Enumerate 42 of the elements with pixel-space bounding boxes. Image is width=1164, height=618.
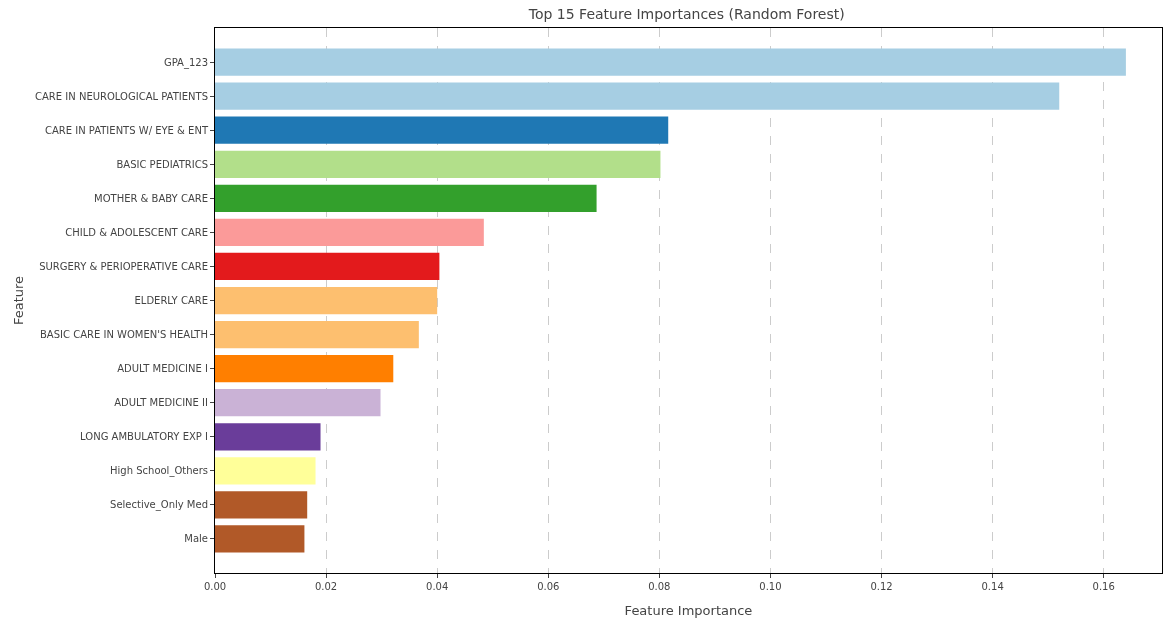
bar	[215, 355, 394, 383]
x-tick-label: 0.10	[759, 581, 782, 592]
y-tick-label: High School_Others	[110, 465, 208, 478]
y-tick-label: Male	[184, 533, 208, 545]
y-tick-label: BASIC CARE IN WOMEN'S HEALTH	[40, 329, 208, 341]
y-tick-label: MOTHER & BABY CARE	[94, 192, 208, 204]
y-tick-label: BASIC PEDIATRICS	[116, 158, 208, 170]
bar	[215, 252, 440, 281]
bar	[215, 218, 484, 246]
bar	[215, 116, 669, 144]
x-tick-label: 0.12	[870, 581, 893, 592]
y-tick-label: CARE IN PATIENTS W/ EYE & ENT	[44, 124, 209, 136]
bar	[215, 457, 316, 485]
y-axis-title: Feature	[11, 275, 26, 326]
x-tick-label: 0.08	[648, 581, 671, 592]
y-tick-label: ADULT MEDICINE I	[117, 363, 208, 375]
y-tick-label: CARE IN NEUROLOGICAL PATIENTS	[35, 90, 208, 102]
x-tick-label: 0.14	[981, 581, 1004, 592]
y-tick-label: SURGERY & PERIOPERATIVE CARE	[39, 260, 208, 272]
x-tick-label: 0.16	[1092, 581, 1115, 592]
x-axis-title: Feature Importance	[624, 603, 753, 618]
y-tick-label: GPA_123	[163, 56, 208, 69]
bar	[215, 389, 381, 417]
chart-title: Top 15 Feature Importances (Random Forest)	[527, 6, 845, 23]
x-tick-label: 0.04	[426, 581, 449, 592]
bar	[215, 184, 597, 212]
bar	[215, 320, 419, 349]
bar	[215, 491, 308, 519]
bar	[215, 286, 438, 315]
y-tick-label: ADULT MEDICINE II	[114, 397, 208, 409]
x-tick-label: 0.06	[537, 581, 560, 592]
bar	[215, 82, 1060, 110]
bar	[215, 525, 305, 553]
x-tick-label: 0.02	[314, 581, 338, 592]
y-tick-label: LONG AMBULATORY EXP I	[80, 431, 208, 443]
bar	[215, 423, 321, 451]
bar	[215, 150, 661, 178]
y-tick-label: CHILD & ADOLESCENT CARE	[65, 226, 208, 238]
bar	[215, 48, 1126, 76]
y-tick-label: Selective_Only Med	[110, 499, 208, 512]
y-tick-label: ELDERLY CARE	[134, 295, 208, 306]
x-tick-label: 0.00	[203, 581, 227, 592]
